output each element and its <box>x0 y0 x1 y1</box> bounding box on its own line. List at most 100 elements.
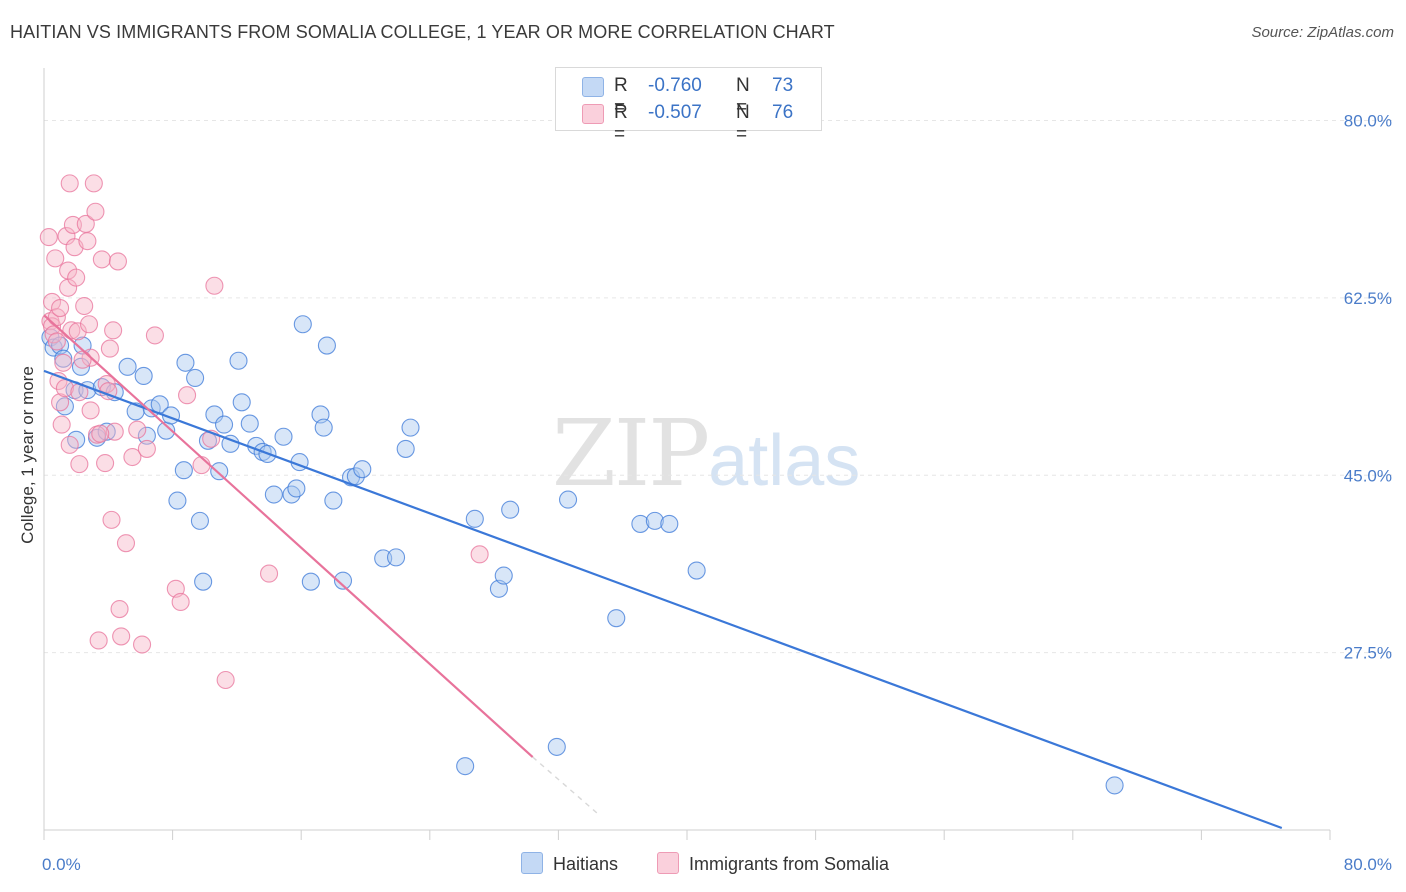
legend-n-value: 73 <box>772 75 794 96</box>
somalia-point <box>108 252 127 271</box>
somalia-point <box>192 456 211 475</box>
somalia-point <box>259 564 279 583</box>
legend-n-value: 76 <box>772 102 794 123</box>
somalia-point <box>84 174 103 193</box>
somalia-point <box>102 510 121 529</box>
haitians-point <box>71 357 91 376</box>
somalia-point <box>63 215 82 234</box>
haitians-point <box>317 336 336 355</box>
somalia-point <box>97 375 116 394</box>
haitians-point <box>287 479 306 498</box>
legend: R = -0.760 N = 73 R = -0.507 N = 76 <box>555 67 822 145</box>
haitians-point <box>264 485 283 504</box>
haitians-point <box>190 511 209 530</box>
somalia-point <box>178 386 197 405</box>
bottom-legend-somalia: Immigrants from Somalia <box>657 852 889 875</box>
bottom-legend-label-haitians: Haitians <box>553 854 619 874</box>
x-tick-label: 80.0% <box>1344 855 1392 874</box>
somalia-point <box>46 249 65 268</box>
legend-r-value: -0.760 <box>648 75 702 96</box>
somalia-point <box>54 353 73 372</box>
haitians-point <box>494 566 513 585</box>
haitians-point <box>174 461 193 480</box>
source-label: Source: ZipAtlas.com <box>1251 24 1394 41</box>
somalia-point <box>86 202 105 221</box>
y-tick-label: 45.0% <box>1344 466 1392 485</box>
watermark-zip: ZIP <box>552 400 710 507</box>
somalia-point <box>171 592 190 612</box>
haitians-point <box>214 415 234 434</box>
somalia-point <box>137 439 156 458</box>
somalia-point <box>91 424 110 443</box>
haitians-point <box>168 491 187 510</box>
somalia-point <box>79 315 99 334</box>
somalia-point <box>92 250 111 269</box>
haitians-point <box>396 439 415 458</box>
somalia-point <box>205 276 224 295</box>
legend-n-label: N = <box>736 102 750 145</box>
somalia-point <box>104 321 123 340</box>
haitians-point <box>301 572 320 591</box>
somalia-point <box>105 422 124 441</box>
somalia-point <box>47 332 66 351</box>
haitians-point <box>645 511 664 530</box>
haitians-point <box>501 500 520 519</box>
haitians-point <box>401 418 420 437</box>
haitians-point <box>274 427 293 446</box>
somalia-point <box>110 600 129 619</box>
legend-r-value: -0.507 <box>648 102 702 123</box>
somalia-point <box>145 326 164 345</box>
somalia-point <box>60 435 79 454</box>
bottom-legend-label-somalia: Immigrants from Somalia <box>689 854 890 874</box>
legend-n-label: N = <box>736 75 750 118</box>
somalia-point <box>112 627 131 646</box>
y-tick-label: 62.5% <box>1344 289 1392 308</box>
haitians-point <box>353 460 372 479</box>
haitians-point <box>346 467 365 486</box>
somalia-point <box>73 350 92 369</box>
somalia-point <box>75 296 94 316</box>
haitians-point <box>176 353 195 372</box>
haitians-point <box>547 737 566 756</box>
somalia-point <box>67 268 86 287</box>
haitians-point <box>333 571 353 590</box>
somalia-point <box>51 298 70 318</box>
somalia-point <box>470 545 489 564</box>
haitians-point <box>386 548 406 567</box>
y-tick-label: 27.5% <box>1344 644 1392 663</box>
somalia-point <box>81 401 100 420</box>
somalia-point <box>70 455 89 474</box>
somalia-point <box>216 670 235 690</box>
haitians-point <box>456 757 475 776</box>
bottom-legend-haitians: Haitians <box>521 852 618 875</box>
y-axis-label: College, 1 year or more <box>18 366 37 544</box>
somalia-point <box>128 420 147 439</box>
legend-swatch-somalia <box>582 104 604 124</box>
legend-r-label: R = <box>614 102 628 145</box>
somalia-point <box>123 447 142 467</box>
somalia-point <box>133 635 152 654</box>
somalia-trend-line <box>43 314 534 758</box>
haitians-point <box>232 393 251 412</box>
chart-title: HAITIAN VS IMMIGRANTS FROM SOMALIA COLLE… <box>10 22 835 42</box>
somalia-point <box>78 232 97 251</box>
haitians-point <box>54 349 73 368</box>
legend-r-label: R = <box>614 75 628 118</box>
haitians-point <box>293 315 312 334</box>
somalia-point <box>100 339 119 358</box>
watermark-atlas: atlas <box>708 421 861 501</box>
haitians-point <box>229 351 248 370</box>
somalia-point <box>60 174 79 193</box>
somalia-trend-extension <box>532 756 601 817</box>
bottom-legend-swatch-somalia <box>657 852 679 874</box>
haitians-point <box>118 357 137 376</box>
y-tick-label: 80.0% <box>1344 112 1392 131</box>
haitians-trend-line <box>43 369 1283 830</box>
haitians-point <box>186 368 205 388</box>
haitians-point <box>687 561 706 580</box>
somalia-point <box>89 631 108 650</box>
haitians-point <box>314 418 333 437</box>
haitians-point <box>240 414 259 433</box>
somalia-point <box>116 534 136 553</box>
